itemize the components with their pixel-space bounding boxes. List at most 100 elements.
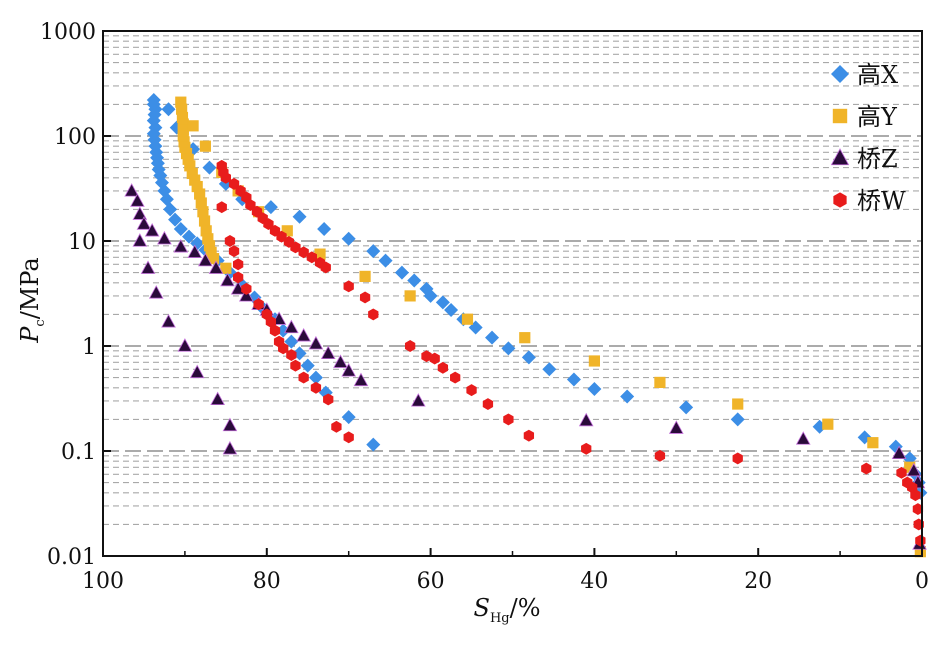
data-point <box>910 489 921 502</box>
x-tick-label: 60 <box>417 569 445 594</box>
data-point <box>521 350 536 365</box>
data-point <box>654 376 666 389</box>
data-point <box>265 315 277 328</box>
data-point <box>228 177 240 190</box>
x-tick-label: 0 <box>915 569 929 594</box>
data-point <box>202 160 217 175</box>
data-point <box>341 410 356 425</box>
data-point <box>578 412 594 427</box>
series-4 <box>216 159 926 547</box>
data-point <box>320 345 336 360</box>
data-point <box>519 332 531 344</box>
data-point <box>187 244 203 258</box>
data-point <box>232 258 244 271</box>
data-point <box>732 452 743 465</box>
data-point <box>620 389 635 404</box>
data-point <box>181 229 196 244</box>
plot-frame <box>102 30 923 557</box>
data-point <box>421 350 432 363</box>
data-point <box>867 437 879 449</box>
data-point <box>679 400 694 415</box>
data-point <box>253 298 264 311</box>
data-point <box>654 449 666 462</box>
y-axis-title-main: P <box>16 326 44 344</box>
y-tick-label: 0.1 <box>61 440 96 465</box>
data-point <box>730 412 745 427</box>
data-point <box>503 413 514 426</box>
x-axis-title-main: S <box>473 594 489 622</box>
data-point <box>588 355 600 367</box>
data-point <box>189 364 205 379</box>
data-point <box>310 381 322 394</box>
data-point <box>191 180 203 193</box>
data-point <box>343 280 354 293</box>
data-point <box>263 218 274 231</box>
data-point <box>144 222 160 237</box>
data-point <box>281 225 293 237</box>
data-point <box>276 323 291 338</box>
data-point <box>184 160 196 172</box>
legend-marker <box>832 108 848 124</box>
legend-marker <box>830 148 850 166</box>
data-point <box>429 352 440 365</box>
x-axis-title-unit: /% <box>510 594 541 622</box>
data-point <box>177 124 189 136</box>
data-point <box>210 391 225 406</box>
data-point <box>341 363 357 377</box>
data-point <box>177 130 189 142</box>
y-tick-label: 1000 <box>40 20 96 45</box>
x-tick-label: 100 <box>82 569 124 594</box>
data-point <box>208 260 224 274</box>
data-point <box>331 420 342 433</box>
data-point <box>566 372 581 387</box>
legend: 高X 高Y 桥Z 桥W <box>830 61 906 215</box>
data-point <box>444 303 459 318</box>
data-point <box>298 371 309 384</box>
data-point <box>195 197 207 209</box>
legend-label: 桥W <box>857 187 906 215</box>
data-point <box>587 381 602 396</box>
data-point <box>296 327 311 342</box>
data-point <box>359 291 371 304</box>
data-point <box>333 354 348 368</box>
x-tick-label: 20 <box>744 569 772 594</box>
x-tick-label: 80 <box>253 569 281 594</box>
data-point <box>179 141 191 153</box>
legend-label: 桥Z <box>857 145 898 173</box>
data-point <box>168 212 183 227</box>
data-point <box>906 462 922 477</box>
data-point <box>795 431 811 445</box>
data-point <box>220 171 232 184</box>
data-point <box>404 340 416 352</box>
x-axis-title-sub: Hg <box>490 611 510 626</box>
data-point <box>239 288 254 302</box>
data-point <box>523 429 535 442</box>
data-point <box>317 222 332 237</box>
data-point <box>180 147 193 160</box>
data-point <box>378 253 393 268</box>
data-point <box>341 231 356 246</box>
data-point <box>220 262 232 274</box>
data-point <box>245 199 256 211</box>
x-tick-label: 40 <box>580 569 608 594</box>
data-point <box>353 372 369 387</box>
data-point <box>198 252 213 267</box>
data-point <box>241 282 252 295</box>
data-point <box>861 462 872 475</box>
data-point <box>124 183 139 197</box>
y-axis-title: Pc/MPa <box>16 257 48 343</box>
legend-label: 高X <box>857 61 898 89</box>
data-point <box>822 418 834 430</box>
data-point <box>161 313 176 328</box>
data-point <box>359 270 371 283</box>
data-point <box>187 120 199 132</box>
data-point <box>668 420 684 434</box>
axis-ticks: 100 80 60 40 20 0 0.01 0.1 1 10 100 1000 <box>40 20 929 594</box>
data-point <box>148 120 163 135</box>
data-point <box>410 393 426 407</box>
data-point <box>224 235 236 247</box>
data-point <box>314 248 326 260</box>
data-point <box>278 342 289 355</box>
